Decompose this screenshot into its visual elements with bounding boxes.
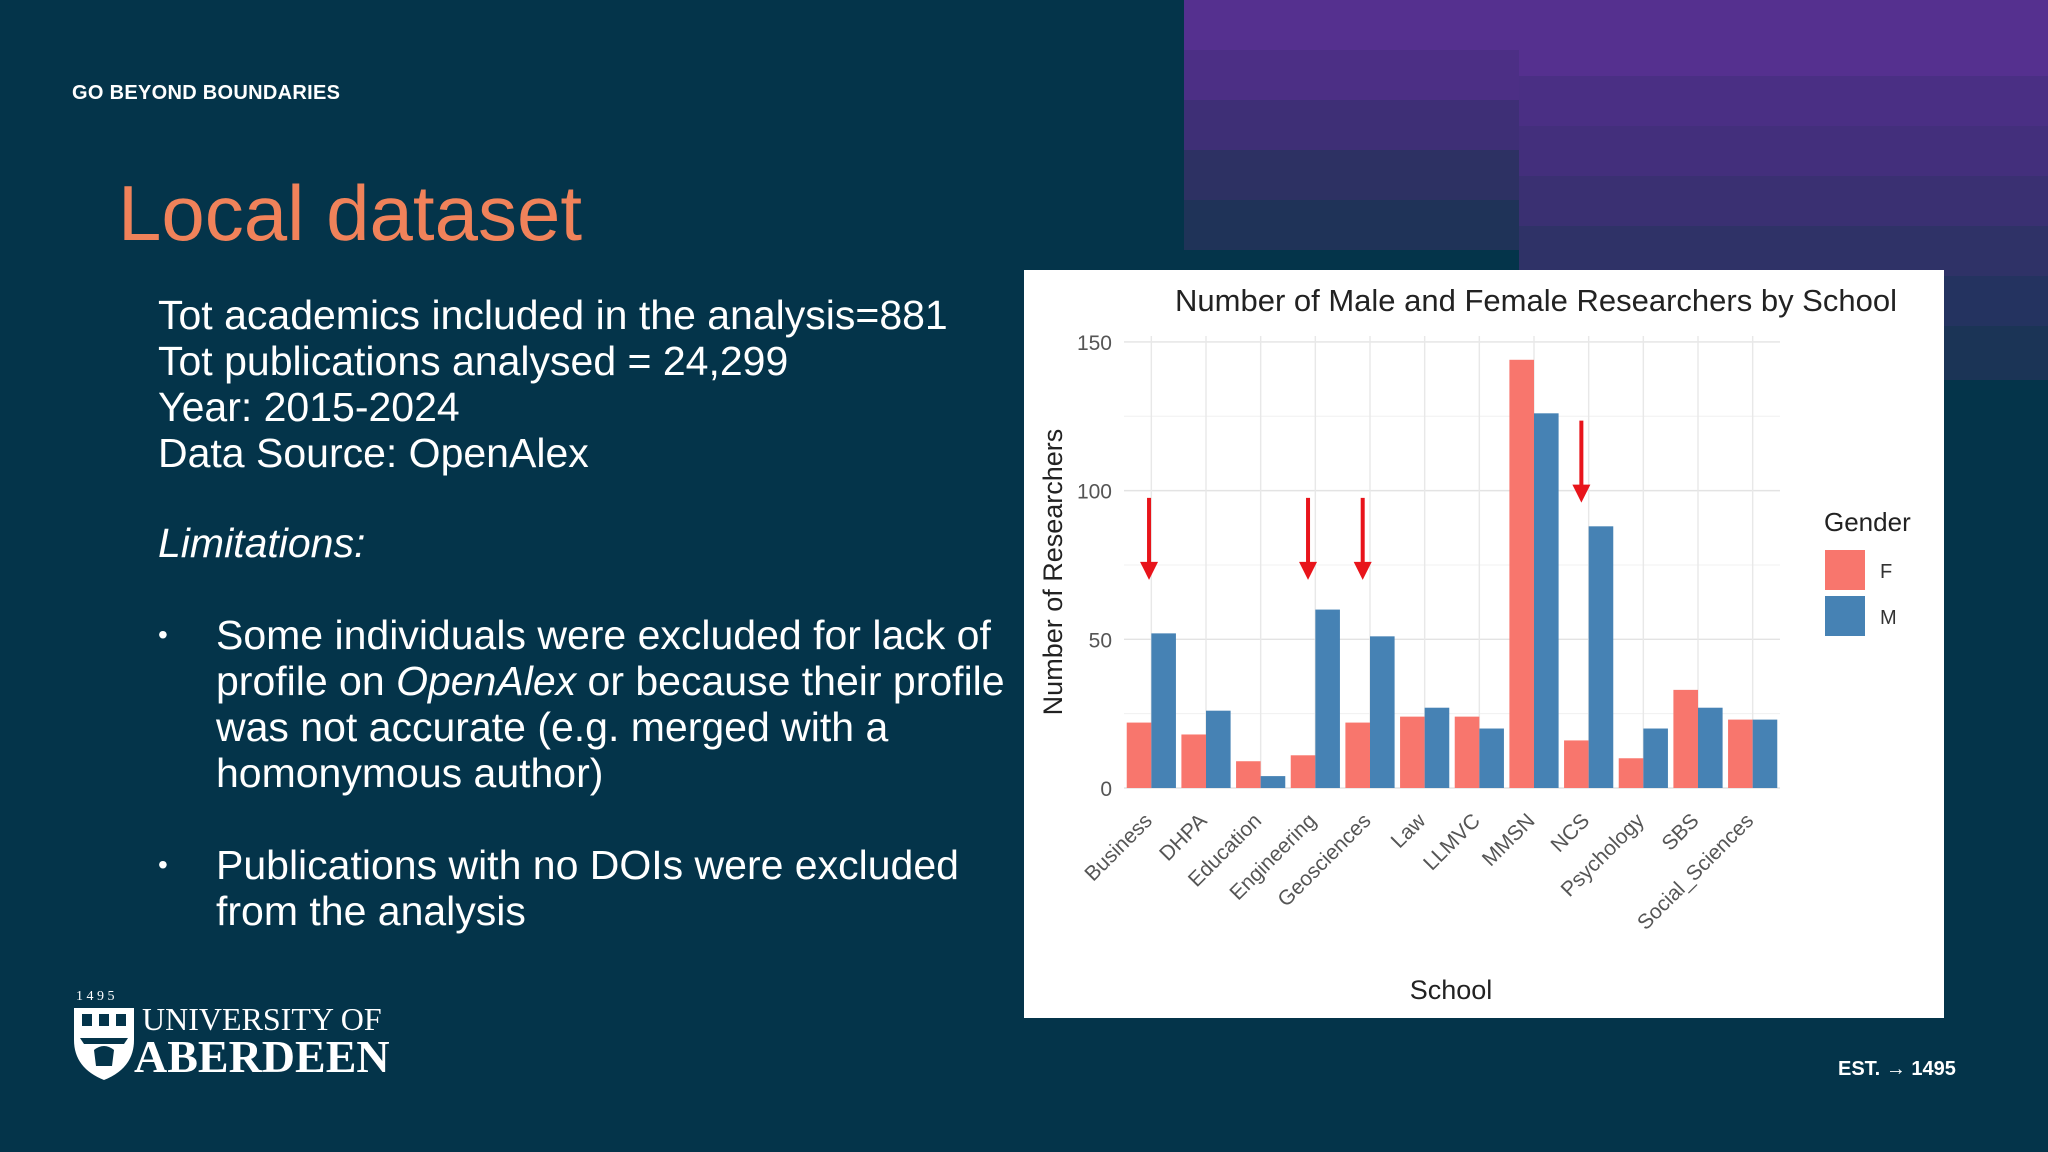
stat-academics: Tot academics included in the analysis=8… xyxy=(158,292,948,338)
x-tick-label: Law xyxy=(1387,809,1431,853)
legend-title: Gender xyxy=(1824,507,1911,537)
y-tick-label: 50 xyxy=(1089,629,1112,652)
bar-f-business xyxy=(1126,722,1152,788)
logo-line1: UNIVERSITY OF xyxy=(142,1001,382,1037)
chart-panel: Number of Male and Female Researchers by… xyxy=(1024,270,1944,1018)
bar-m-dhpa xyxy=(1206,710,1231,788)
stat-data-source: Data Source: OpenAlex xyxy=(158,430,589,476)
bar-f-education xyxy=(1236,761,1261,788)
bar-f-psychology xyxy=(1618,758,1644,788)
limitation-emphasis: OpenAlex xyxy=(396,658,577,704)
legend-key-m xyxy=(1825,596,1865,636)
bar-m-business xyxy=(1151,633,1176,788)
stats-block: Tot academics included in the analysis=8… xyxy=(158,292,948,476)
x-tick-label: MMSN xyxy=(1478,809,1540,871)
limitation-text: Some individuals were excluded for lack … xyxy=(216,612,991,704)
x-tick-label: SBS xyxy=(1658,809,1704,855)
limitation-item: • Some individuals were excluded for lac… xyxy=(158,612,1018,796)
bar-f-law xyxy=(1400,716,1425,788)
x-tick-label: NCS xyxy=(1547,809,1595,857)
crest-icon xyxy=(74,1008,134,1080)
bar-f-geosciences xyxy=(1345,722,1370,788)
highlight-arrow-geosciences xyxy=(1353,497,1372,580)
logo-line2: ABERDEEN xyxy=(134,1031,390,1082)
bar-m-social_sciences xyxy=(1752,719,1778,788)
legend-label: F xyxy=(1880,561,1892,583)
y-tick-label: 150 xyxy=(1077,332,1112,355)
y-axis-label: Number of Researchers xyxy=(1038,429,1068,716)
x-tick-label: Business xyxy=(1080,809,1157,886)
arrow-right-icon: → xyxy=(1885,1058,1906,1080)
est-year: 1495 xyxy=(1911,1058,1956,1080)
bar-f-llmvc xyxy=(1454,716,1480,788)
bar-chart: Number of Male and Female Researchers by… xyxy=(1038,283,1911,1005)
bar-m-psychology xyxy=(1643,728,1668,788)
bar-f-sbs xyxy=(1673,689,1698,788)
highlight-arrow-engineering xyxy=(1299,497,1318,580)
tagline: GO BEYOND BOUNDARIES xyxy=(72,82,341,104)
bar-m-geosciences xyxy=(1370,636,1395,788)
bar-m-law xyxy=(1424,707,1450,788)
est-footer: EST. → 1495 xyxy=(1838,1058,1956,1081)
bar-m-engineering xyxy=(1315,609,1340,788)
limitations-list: • Some individuals were excluded for lac… xyxy=(158,612,1018,980)
limitation-text: Publications with no DOIs were excluded … xyxy=(216,842,959,934)
bar-f-ncs xyxy=(1564,740,1589,788)
stat-publications: Tot publications analysed = 24,299 xyxy=(158,338,789,384)
legend: Gender F M xyxy=(1824,507,1911,636)
bullet-icon: • xyxy=(158,619,168,650)
legend-key-f xyxy=(1825,550,1865,590)
bar-f-mmsn xyxy=(1509,359,1534,788)
x-tick-label: LLMVC xyxy=(1419,809,1485,875)
limitations-heading: Limitations: xyxy=(158,520,366,566)
logo-year: 1 4 9 5 xyxy=(76,989,115,1004)
bar-m-ncs xyxy=(1588,526,1614,788)
slide-title: Local dataset xyxy=(118,169,583,257)
bar-f-engineering xyxy=(1290,755,1316,788)
y-tick-label: 0 xyxy=(1100,778,1112,801)
limitation-item: • Publications with no DOIs were exclude… xyxy=(158,842,1018,934)
y-tick-label: 100 xyxy=(1077,481,1112,504)
chart-title: Number of Male and Female Researchers by… xyxy=(1175,283,1897,318)
bar-f-dhpa xyxy=(1181,734,1206,788)
legend-label: M xyxy=(1880,607,1897,629)
bar-f-social_sciences xyxy=(1728,719,1753,788)
highlight-arrow-business xyxy=(1140,497,1159,580)
bar-m-sbs xyxy=(1698,707,1723,788)
bar-m-education xyxy=(1260,776,1286,788)
est-label: EST. xyxy=(1838,1058,1881,1080)
highlight-arrow-ncs xyxy=(1572,420,1591,503)
limitation-text-continued: or because their profile was not accurat… xyxy=(216,658,1005,796)
university-logo: 1 4 9 5 UNIVERSITY OF ABERDEEN xyxy=(74,989,390,1082)
x-axis-label: School xyxy=(1410,975,1493,1005)
bar-m-llmvc xyxy=(1479,728,1504,788)
bullet-icon: • xyxy=(158,849,168,880)
stat-year: Year: 2015-2024 xyxy=(158,384,460,430)
bar-m-mmsn xyxy=(1534,413,1559,788)
